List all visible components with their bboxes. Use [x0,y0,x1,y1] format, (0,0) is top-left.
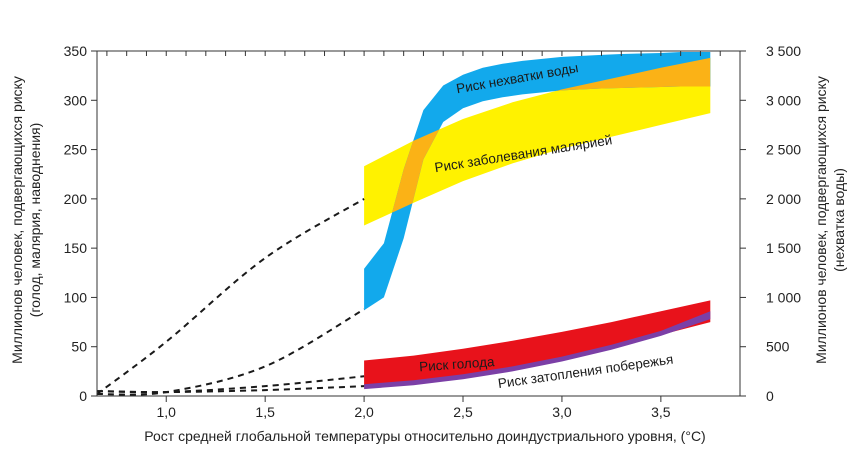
y-left-tick-label: 0 [79,388,87,404]
y-right-tick-label: 500 [766,339,790,355]
y-right-tick-label: 3 000 [766,92,801,108]
band-malaria [364,57,711,226]
x-tick-label: 3,5 [651,404,671,420]
band-hunger [364,300,711,387]
y-left-tick-label: 100 [64,289,88,305]
y-left-tick-label: 350 [64,43,88,59]
x-axis-title: Рост средней глобальной температуры отно… [144,428,705,444]
y-right-tick-label: 2 000 [766,191,801,207]
y-right-tick-label: 3 500 [766,43,801,59]
label-hunger: Риск голода [419,354,496,374]
y-right-axis-title-line2: (нехватка воды) [831,168,847,272]
extrapolation-line-1 [96,198,365,395]
band-water-shortage [364,52,711,311]
y-left-axis-title-line1: Миллионов человек, подвергающихся риску [9,76,25,364]
extrapolation-lines [96,198,365,396]
x-tick-label: 1,0 [157,404,177,420]
risk-bands [364,52,711,390]
y-right-tick-label: 0 [766,388,774,404]
x-tick-label: 2,5 [453,404,473,420]
y-right-tick-label: 1 500 [766,240,801,256]
extrapolation-line-4 [96,385,365,394]
extrapolation-line-2 [96,308,365,396]
y-left-tick-label: 150 [64,240,88,256]
x-tick-label: 2,0 [354,404,374,420]
y-right-tick-label: 2 500 [766,142,801,158]
x-tick-label: 1,5 [255,404,275,420]
y-left-tick-label: 300 [64,92,88,108]
y-left-tick-label: 50 [71,339,87,355]
extrapolation-line-3 [96,375,365,394]
y-left-tick-label: 200 [64,191,88,207]
axes: 0 50 100 150 200 250 300 350 0 500 1 000 1 500 2 000… [64,43,802,420]
y-left-tick-label: 250 [64,142,88,158]
y-left-axis-title-line2: (голод, малярия, наводнения) [27,123,43,318]
plot-frame [96,50,741,397]
y-right-tick-label: 1 000 [766,289,801,305]
x-tick-label: 3,0 [552,404,572,420]
y-right-axis-title-line1: Миллионов человек, подвергающихся риску [813,76,829,364]
